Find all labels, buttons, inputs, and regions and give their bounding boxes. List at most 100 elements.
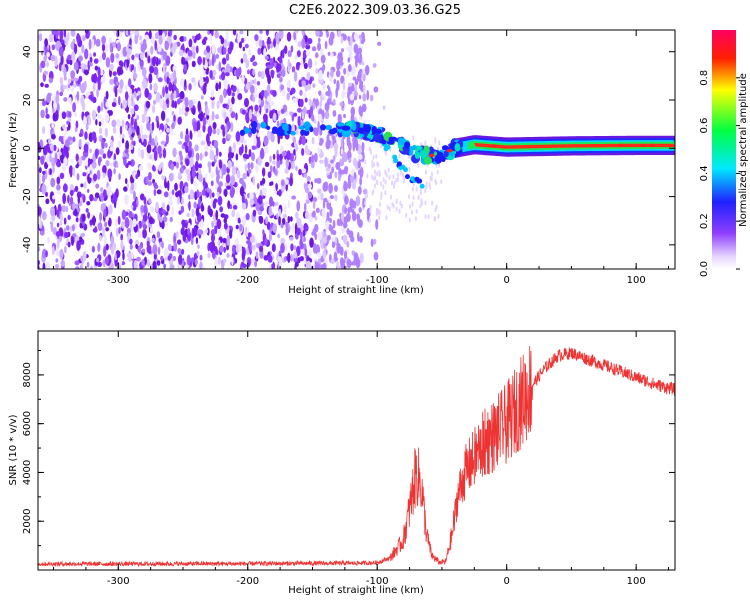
- heatmap-noise-cell: [142, 228, 147, 239]
- heatmap-noise-cell: [395, 198, 398, 204]
- heatmap-noise-cell: [156, 120, 160, 129]
- heatmap-noise-cell: [112, 126, 117, 134]
- heatmap-noise-cell: [326, 235, 331, 241]
- heatmap-noise-cell: [296, 62, 301, 67]
- heatmap-noise-cell: [231, 96, 235, 105]
- heatmap-noise-cell: [269, 58, 274, 65]
- heatmap-noise-cell: [72, 102, 77, 113]
- heatmap-noise-cell: [258, 39, 263, 48]
- heatmap-noise-cell: [69, 184, 75, 192]
- heatmap-noise-cell: [214, 155, 219, 160]
- heatmap-noise-cell: [97, 261, 102, 267]
- heatmap-noise-cell: [73, 77, 79, 82]
- heatmap-noise-cell: [75, 120, 79, 129]
- heatmap-noise-cell: [111, 119, 117, 128]
- heatmap-noise-cell: [121, 119, 125, 128]
- heatmap-noise-cell: [129, 38, 132, 46]
- heatmap-noise-cell: [117, 140, 122, 148]
- heatmap-noise-cell: [309, 106, 314, 117]
- heatmap-noise-cell: [234, 38, 238, 43]
- heatmap-noise-cell: [211, 220, 215, 228]
- heatmap-noise-cell: [119, 79, 124, 90]
- heatmap-noise-cell: [312, 210, 316, 218]
- heatmap-noise-cell: [160, 140, 166, 145]
- heatmap-noise-cell: [127, 161, 132, 166]
- heatmap-noise-cell: [256, 111, 260, 118]
- heatmap-noise-cell: [408, 217, 411, 223]
- heatmap-noise-cell: [263, 145, 269, 154]
- heatmap-noise-cell: [312, 83, 316, 88]
- heatmap-noise-cell: [102, 165, 107, 174]
- heatmap-noise-cell: [398, 208, 401, 214]
- heatmap-noise-cell: [317, 42, 322, 52]
- heatmap-noise-cell: [78, 75, 83, 83]
- heatmap-noise-cell: [148, 171, 152, 181]
- heatmap-noise-cell: [210, 172, 215, 179]
- heatmap-noise-cell: [300, 57, 304, 68]
- heatmap-noise-cell: [59, 154, 65, 161]
- heatmap-noise-cell: [308, 98, 312, 107]
- heatmap-noise-cell: [81, 193, 84, 199]
- heatmap-noise-cell: [143, 196, 147, 205]
- heatmap-y-label: Frequency (Hz): [8, 112, 19, 188]
- heatmap-noise-cell: [149, 133, 152, 144]
- heatmap-noise-cell: [280, 237, 286, 245]
- heatmap-noise-cell: [315, 30, 320, 37]
- signal-blob: [266, 125, 271, 131]
- heatmap-noise-cell: [280, 69, 286, 78]
- heatmap-noise-cell: [245, 82, 251, 90]
- heatmap-noise-cell: [364, 64, 370, 76]
- heatmap-noise-cell: [339, 61, 344, 66]
- heatmap-noise-cell: [59, 91, 64, 97]
- heatmap-noise-cell: [402, 178, 405, 184]
- heatmap-noise-cell: [276, 158, 281, 169]
- signal-blob: [443, 150, 449, 158]
- heatmap-noise-cell: [76, 90, 80, 102]
- heatmap-noise-cell: [119, 258, 122, 266]
- heatmap-noise-cell: [142, 134, 148, 140]
- heatmap-noise-cell: [344, 207, 348, 214]
- heatmap-noise-cell: [265, 67, 270, 79]
- heatmap-noise-cell: [103, 246, 107, 258]
- heatmap-noise-cell: [72, 83, 78, 88]
- heatmap-noise-cell: [227, 87, 232, 96]
- heatmap-noise-cell: [239, 30, 244, 35]
- heatmap-noise-cell: [361, 39, 365, 45]
- heatmap-noise-cell: [331, 237, 336, 242]
- heatmap-noise-cell: [179, 154, 183, 162]
- heatmap-noise-cell: [127, 113, 131, 120]
- heatmap-noise-cell: [204, 144, 209, 152]
- heatmap-noise-cell: [146, 144, 152, 154]
- heatmap-noise-cell: [225, 174, 231, 184]
- heatmap-noise-cell: [297, 115, 301, 127]
- heatmap-noise-cell: [226, 234, 230, 246]
- heatmap-noise-cell: [419, 203, 422, 209]
- heatmap-noise-cell: [269, 165, 273, 173]
- heatmap-noise-cell: [341, 151, 347, 162]
- heatmap-noise-cell: [151, 237, 155, 243]
- heatmap-noise-cell: [322, 93, 327, 99]
- heatmap-noise-cell: [83, 115, 87, 126]
- heatmap-x-tick-label: -100: [366, 275, 389, 286]
- heatmap-noise-cell: [197, 244, 200, 249]
- heatmap-noise-cell: [241, 194, 245, 204]
- heatmap-noise-cell: [99, 211, 103, 222]
- heatmap-noise-cell: [258, 97, 262, 105]
- heatmap-noise-cell: [173, 241, 178, 252]
- heatmap-noise-cell: [235, 131, 241, 142]
- heatmap-noise-cell: [398, 153, 401, 159]
- heatmap-noise-cell: [209, 242, 214, 253]
- heatmap-noise-cell: [424, 200, 427, 206]
- heatmap-noise-cell: [145, 51, 148, 58]
- heatmap-noise-cell: [213, 258, 218, 269]
- heatmap-noise-cell: [223, 78, 228, 89]
- heatmap-noise-cell: [196, 189, 200, 199]
- heatmap-noise-cell: [95, 38, 101, 47]
- heatmap-noise-cell: [130, 107, 135, 115]
- heatmap-noise-cell: [251, 152, 255, 162]
- heatmap-noise-cell: [306, 148, 311, 156]
- heatmap-noise-cell: [108, 204, 113, 215]
- heatmap-noise-cell: [215, 147, 219, 157]
- heatmap-noise-cell: [322, 182, 328, 192]
